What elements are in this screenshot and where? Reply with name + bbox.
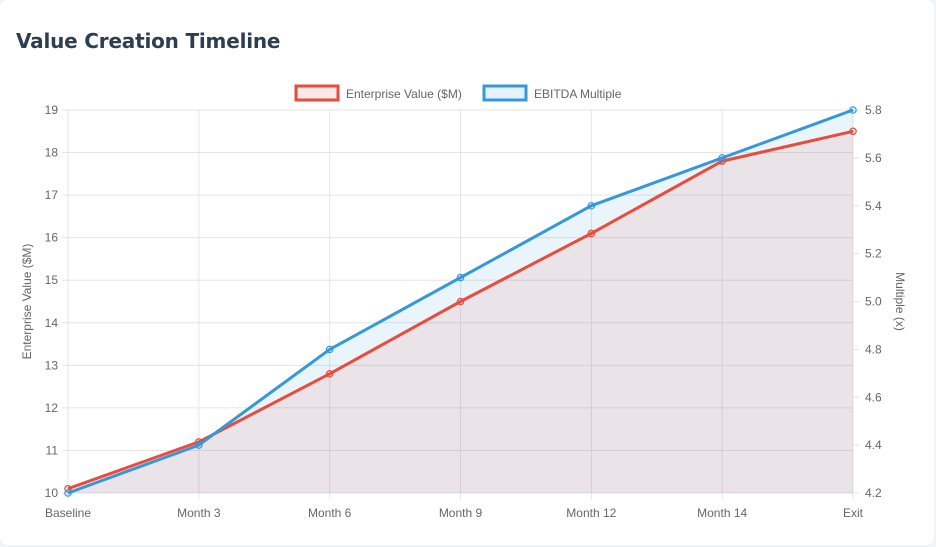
x-axis-tick-label: Baseline bbox=[45, 506, 91, 520]
legend-item-ebitda-multiple-swatch bbox=[482, 84, 528, 102]
enterprise-value-point bbox=[456, 297, 465, 306]
right-axis-tick-label: 5.6 bbox=[865, 151, 882, 165]
enterprise-value-point bbox=[325, 370, 334, 378]
left-axis-tick-label: 18 bbox=[45, 146, 59, 160]
ebitda-multiple-point bbox=[718, 154, 726, 162]
legend-item-ebitda-multiple-label: EBITDA Multiple bbox=[534, 87, 622, 101]
right-axis-tick-label: 4.4 bbox=[865, 438, 882, 452]
legend-item-enterprise-value-swatch bbox=[294, 84, 340, 102]
ebitda-multiple-point bbox=[325, 345, 334, 354]
left-axis-tick-label: 10 bbox=[45, 486, 59, 500]
x-axis-tick-label: Exit bbox=[843, 506, 864, 520]
right-axis-tick-label: 4.8 bbox=[865, 342, 882, 356]
x-axis-tick-label: Month 3 bbox=[177, 506, 221, 520]
x-axis-tick-label: Month 9 bbox=[439, 506, 483, 520]
x-axis-tick-label: Month 12 bbox=[566, 506, 616, 520]
left-axis-tick-label: 17 bbox=[45, 188, 59, 202]
enterprise-value-point bbox=[587, 229, 596, 238]
right-axis-tick-label: 5.0 bbox=[865, 295, 882, 309]
right-axis-title: Multiple (x) bbox=[893, 272, 907, 331]
ebitda-multiple-point bbox=[587, 201, 596, 210]
right-axis-tick-label: 5.2 bbox=[865, 247, 882, 261]
right-axis-tick-label: 5.4 bbox=[865, 199, 882, 213]
left-axis-tick-label: 13 bbox=[45, 358, 59, 372]
ebitda-multiple-line bbox=[67, 108, 854, 495]
left-axis-title: Enterprise Value ($M) bbox=[20, 244, 34, 360]
ebitda-multiple-point bbox=[456, 273, 465, 282]
legend-item-enterprise-value-label: Enterprise Value ($M) bbox=[346, 87, 462, 101]
enterprise-value-area bbox=[68, 131, 853, 494]
ebitda-multiple-point bbox=[849, 106, 857, 114]
ebitda-multiple-point bbox=[195, 441, 203, 449]
x-axis-tick-label: Month 6 bbox=[308, 506, 352, 520]
left-axis-tick-label: 16 bbox=[45, 231, 59, 245]
left-axis-tick-label: 11 bbox=[46, 443, 59, 457]
right-axis-tick-label: 4.2 bbox=[865, 486, 882, 500]
left-axis-tick-label: 12 bbox=[45, 401, 59, 415]
ebitda-multiple-point bbox=[64, 489, 72, 497]
left-axis-tick-label: 15 bbox=[45, 273, 59, 287]
left-axis-tick-label: 14 bbox=[45, 316, 59, 330]
left-axis-tick-label: 19 bbox=[45, 103, 59, 117]
right-axis-tick-label: 5.8 bbox=[865, 103, 882, 117]
enterprise-value-point bbox=[849, 127, 857, 136]
x-axis-tick-label: Month 14 bbox=[697, 506, 747, 520]
right-axis-tick-label: 4.6 bbox=[865, 390, 882, 404]
chart-card-title: Value Creation Timeline bbox=[16, 29, 281, 53]
